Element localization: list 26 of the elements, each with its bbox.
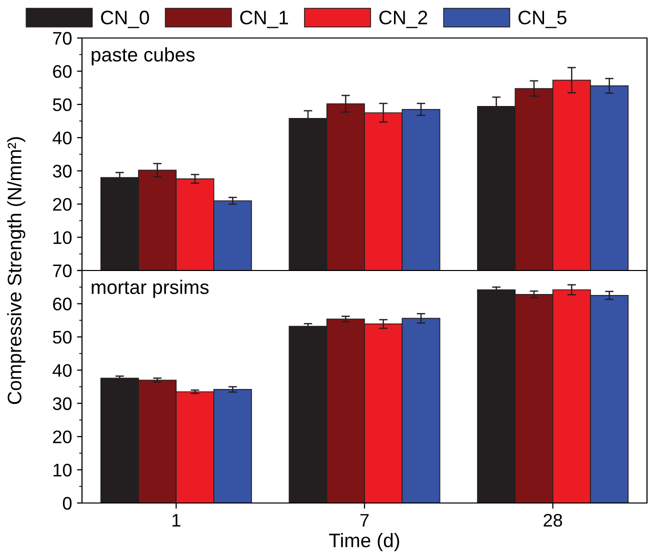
y-axis-title: Compressive Strength (N/mm²) [7,137,26,404]
y-tick-label: 70 [53,264,72,278]
y-tick-label: 20 [53,430,72,444]
y-tick-label: 10 [54,464,72,477]
legend-label: CN_1 [240,10,288,28]
x-tick-label: 28 [544,514,562,527]
legend-label: CN_2 [379,10,428,28]
y-tick-label: 30 [52,397,72,410]
y-tick-label: 20 [53,198,72,211]
y-tick-label: 70 [53,32,72,45]
y-tick-label: 50 [52,98,72,112]
annotation: mortar prsims [92,280,209,298]
x-tick-label: 7 [360,514,369,526]
legend-label: CN_5 [518,10,566,28]
y-tick-label: 40 [52,364,72,377]
y-tick-label: 60 [53,298,72,310]
y-tick-label: 60 [53,65,72,78]
y-tick-label: 30 [52,164,72,178]
legend-label: CN_0 [101,10,150,28]
x-axis-title: Time (d) [329,533,400,552]
annotation: paste cubes [92,47,195,66]
y-tick-label: 40 [52,132,72,144]
x-tick-label: 1 [172,514,180,526]
y-tick-label: 50 [52,330,72,344]
y-tick-label: 10 [54,231,72,244]
y-tick-label: 0 [62,496,72,510]
